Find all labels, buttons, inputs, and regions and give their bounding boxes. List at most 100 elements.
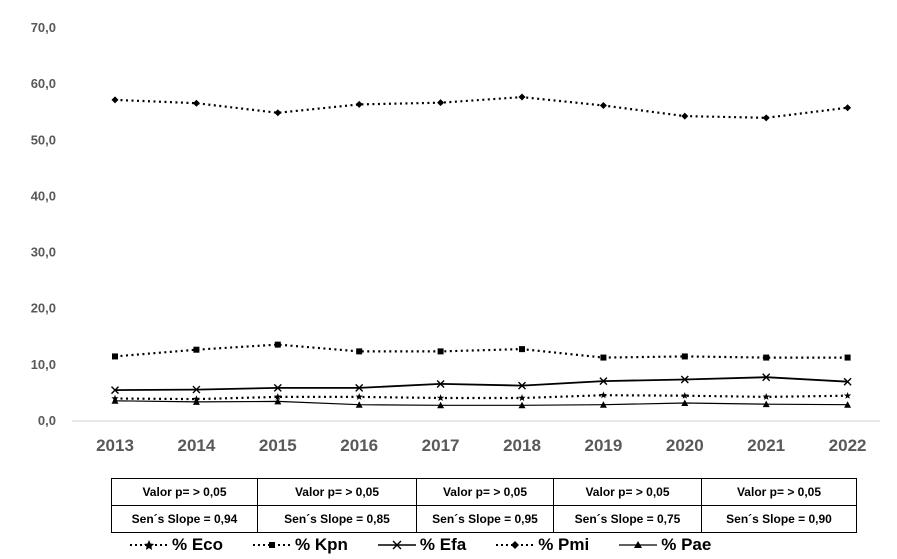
data-point bbox=[355, 393, 363, 400]
series-line bbox=[114, 400, 848, 406]
data-point bbox=[681, 353, 688, 360]
data-point bbox=[762, 114, 770, 122]
legend-item-eco: % Eco bbox=[128, 535, 223, 555]
data-point bbox=[111, 96, 119, 104]
pvalue-cell: Valor p= > 0,05 bbox=[416, 478, 554, 506]
x-tick-label: 2015 bbox=[259, 436, 297, 455]
series-kpn bbox=[112, 341, 851, 361]
data-point bbox=[274, 393, 282, 400]
data-point bbox=[680, 375, 689, 384]
legend-swatch-pae bbox=[619, 541, 658, 548]
series-group bbox=[111, 93, 852, 409]
data-point bbox=[192, 385, 201, 394]
data-point bbox=[355, 383, 364, 392]
legend-swatch-pmi bbox=[496, 541, 535, 549]
series-pmi bbox=[111, 93, 852, 122]
data-point bbox=[436, 394, 445, 402]
y-tick-label: 40,0 bbox=[31, 188, 56, 203]
legend-item-kpn: % Kpn bbox=[251, 535, 348, 555]
data-point bbox=[356, 348, 363, 355]
x-tick-label: 2014 bbox=[177, 436, 215, 455]
data-point bbox=[112, 353, 118, 360]
data-point bbox=[844, 401, 852, 408]
slope-cell: Sen´s Slope = 0,94 bbox=[111, 505, 258, 533]
pvalue-cell: Valor p= > 0,05 bbox=[257, 478, 417, 506]
series-pae bbox=[111, 397, 852, 409]
data-point bbox=[111, 397, 119, 404]
legend-label: % Pae bbox=[661, 535, 712, 554]
data-point bbox=[843, 391, 852, 399]
data-point bbox=[599, 391, 608, 399]
y-axis-ticks: 0,0 10,0 20,0 30,0 40,0 50,0 60,0 70,0 bbox=[31, 20, 56, 428]
series-line bbox=[114, 394, 848, 401]
data-point bbox=[436, 379, 445, 388]
x-tick-label: 2020 bbox=[666, 436, 704, 455]
data-point bbox=[681, 399, 689, 407]
data-point bbox=[844, 354, 851, 361]
data-point bbox=[355, 401, 363, 408]
data-point bbox=[762, 393, 770, 400]
data-point bbox=[274, 397, 282, 405]
legend-swatch-eco bbox=[130, 540, 168, 550]
series-line bbox=[114, 95, 848, 119]
data-point bbox=[518, 93, 526, 101]
legend: % Eco % Kpn % Efa % Pmi % Pae bbox=[128, 533, 739, 557]
data-point bbox=[519, 346, 525, 353]
legend-label: % Efa bbox=[419, 535, 467, 554]
data-point bbox=[192, 99, 200, 107]
data-point bbox=[599, 401, 607, 408]
y-tick-label: 20,0 bbox=[31, 301, 56, 316]
data-point bbox=[111, 386, 119, 395]
slope-cell: Sen´s Slope = 0,90 bbox=[701, 505, 857, 533]
series-efa bbox=[111, 373, 852, 395]
pvalue-row: Valor p= > 0,05 Valor p= > 0,05 Valor p=… bbox=[111, 478, 857, 506]
slope-cell: Sen´s Slope = 0,75 bbox=[553, 505, 702, 533]
y-tick-label: 0,0 bbox=[38, 413, 56, 428]
data-point bbox=[763, 354, 770, 361]
legend-label: % Pmi bbox=[538, 535, 590, 554]
x-tick-label: 2013 bbox=[96, 436, 134, 455]
y-tick-label: 50,0 bbox=[31, 132, 56, 147]
stats-table: Valor p= > 0,05 Valor p= > 0,05 Valor p=… bbox=[111, 478, 857, 533]
data-point bbox=[843, 377, 852, 386]
data-point bbox=[762, 373, 771, 382]
slope-cell: Sen´s Slope = 0,85 bbox=[257, 505, 417, 533]
data-point bbox=[599, 377, 608, 386]
data-point bbox=[193, 346, 200, 353]
x-tick-label: 2016 bbox=[340, 436, 378, 455]
y-tick-label: 10,0 bbox=[31, 357, 56, 372]
data-point bbox=[681, 112, 689, 120]
x-tick-label: 2017 bbox=[422, 436, 460, 455]
data-point bbox=[600, 354, 607, 361]
line-chart: 0,0 10,0 20,0 30,0 40,0 50,0 60,0 70,0 2013 2014… bbox=[31, 20, 880, 455]
data-point bbox=[273, 383, 282, 392]
legend-swatch-efa bbox=[377, 540, 416, 550]
data-point bbox=[437, 99, 445, 107]
x-tick-label: 2018 bbox=[503, 436, 541, 455]
legend-item-efa: % Efa bbox=[376, 535, 466, 555]
data-point bbox=[274, 341, 281, 348]
data-point bbox=[762, 400, 770, 408]
slope-cell: Sen´s Slope = 0,95 bbox=[416, 505, 554, 533]
legend-label: % Kpn bbox=[295, 535, 348, 554]
legend-item-pmi: % Pmi bbox=[494, 535, 589, 555]
x-axis-ticks: 2013 2014 2015 2016 2017 2018 2019 2020 2021 2022 bbox=[96, 436, 866, 455]
y-tick-label: 70,0 bbox=[31, 20, 56, 35]
slope-row: Sen´s Slope = 0,94 Sen´s Slope = 0,85 Se… bbox=[111, 505, 857, 533]
data-point bbox=[437, 348, 444, 355]
data-point bbox=[518, 394, 526, 402]
legend-label: % Eco bbox=[172, 535, 224, 554]
pvalue-cell: Valor p= > 0,05 bbox=[553, 478, 702, 506]
series-eco bbox=[111, 391, 852, 403]
legend-item-pae: % Pae bbox=[617, 535, 711, 555]
x-tick-label: 2022 bbox=[829, 436, 867, 455]
data-point bbox=[518, 381, 526, 390]
y-tick-label: 60,0 bbox=[31, 76, 56, 91]
data-point bbox=[192, 398, 200, 405]
data-point bbox=[355, 100, 363, 108]
data-point bbox=[274, 109, 282, 117]
data-point bbox=[599, 101, 607, 109]
x-tick-label: 2021 bbox=[747, 436, 785, 455]
data-point bbox=[518, 401, 526, 409]
series-line bbox=[114, 376, 848, 391]
